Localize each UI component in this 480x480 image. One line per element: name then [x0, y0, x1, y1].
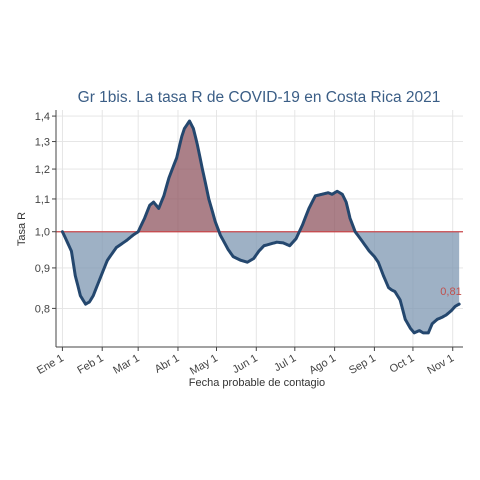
x-tick-label-8: Sep 1: [347, 352, 378, 377]
area-below-1: [62, 231, 460, 333]
y-axis-label: Tasa R: [16, 212, 28, 246]
last-value-label: 0,81: [440, 286, 461, 298]
x-tick-label-3: Abr 1: [153, 352, 182, 376]
x-tick-label-9: Oct 1: [388, 352, 417, 376]
series-line-r: [60, 119, 461, 335]
x-tick-label-0: Ene 1: [35, 352, 66, 377]
x-tick-label-6: Jul 1: [272, 352, 298, 374]
y-tick-label-3: 1,1: [35, 194, 50, 206]
y-tick-label-2: 1,0: [35, 227, 50, 239]
y-tick-label-0: 0,8: [35, 303, 50, 315]
x-tick-label-4: May 1: [188, 352, 220, 377]
x-tick-label-5: Jun 1: [230, 352, 259, 376]
axes: [55, 110, 463, 348]
x-tick-label-10: Nov 1: [425, 352, 456, 377]
chart-title: Gr 1bis. La tasa R de COVID-19 en Costa …: [78, 89, 441, 106]
x-tick-label-2: Mar 1: [111, 352, 141, 376]
x-axis-ticks: Ene 1 Feb 1 Mar 1 Abr 1 May 1 Jun 1 Jul 1 Ago 1…: [35, 347, 456, 378]
x-tick-label-7: Ago 1: [307, 352, 338, 377]
area-above-1: [62, 121, 460, 232]
y-tick-label-4: 1,2: [35, 164, 50, 176]
y-axis-ticks: 0,8 0,9 1,0 1,1 1,2 1,3 1,4: [35, 111, 56, 315]
y-tick-label-1: 0,9: [35, 263, 50, 275]
x-axis-label: Fecha probable de contagio: [189, 377, 325, 389]
x-tick-label-1: Feb 1: [75, 352, 105, 376]
y-tick-label-6: 1,4: [35, 111, 50, 123]
y-tick-label-5: 1,3: [35, 137, 50, 149]
